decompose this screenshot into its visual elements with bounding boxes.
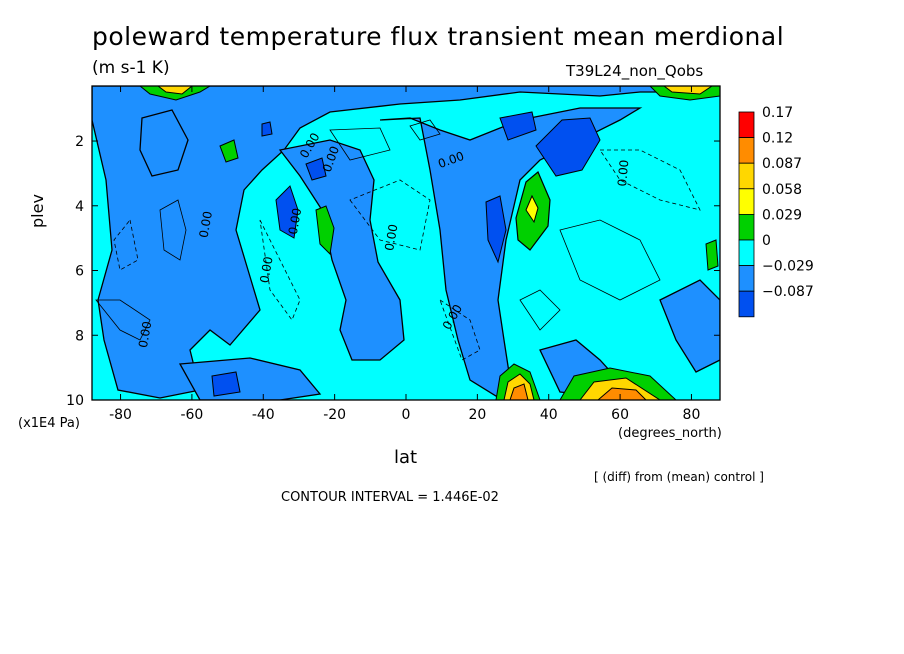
band-neg-west: [92, 86, 720, 399]
band-strong-neg-4: [485, 195, 507, 264]
band-pos-small-3: [705, 239, 719, 271]
y-axis-units: (x1E4 Pa): [18, 416, 80, 431]
band-neg-right: [659, 279, 720, 373]
x-tick-label: 60: [611, 407, 629, 423]
run-name: T39L24_non_Qobs: [566, 62, 704, 80]
y-tick-label: 4: [75, 199, 84, 215]
x-tick-label: -80: [109, 407, 132, 423]
contour-labels: 0.000.000.000.000.000.000.000.000.000.00: [136, 130, 631, 348]
contour-label: 0.00: [286, 207, 304, 236]
band-neg-left-top: [139, 109, 189, 177]
y-tick-label: 2: [75, 134, 84, 150]
x-tick-label: 80: [683, 407, 701, 423]
colorbar-label: 0.029: [762, 207, 802, 223]
x-tick-label: -60: [180, 407, 203, 423]
contour-label: 0.00: [382, 223, 400, 252]
colorbar-swatch: [738, 290, 755, 318]
y-tick-label: 8: [75, 328, 84, 344]
contour-field: [92, 86, 720, 400]
colorbar-swatch: [738, 137, 755, 164]
x-axis-units: (degrees_north): [618, 426, 722, 441]
colorbar-label: 0.087: [762, 156, 802, 172]
colorbar-swatch: [738, 213, 755, 241]
colorbar-label: 0.17: [762, 105, 793, 121]
colorbar-label: −0.029: [762, 259, 814, 275]
contour-label: 0.00: [136, 320, 154, 349]
x-axis-label: lat: [394, 447, 418, 468]
band-pos-top-2b: [663, 86, 713, 95]
contour-label: 0.00: [615, 159, 631, 187]
band-pos-core-inner: [525, 194, 539, 224]
band-pos-small-2: [315, 205, 335, 256]
diff-note: [ (diff) from (mean) control ]: [594, 470, 764, 484]
band-strong-neg-3: [275, 185, 299, 239]
contour-interval: CONTOUR INTERVAL = 1.446E-02: [281, 490, 499, 505]
band-strong-neg-1: [535, 117, 601, 177]
colorbar-swatch: [738, 265, 755, 292]
colorbar-swatch: [738, 239, 755, 267]
colorbar-label: −0.087: [762, 284, 814, 300]
x-axis-ticks: -80 -60 -40 -20 0 20 40 60 80: [109, 86, 700, 423]
contour-label: 0.00: [197, 210, 215, 239]
y-tick-label: 6: [75, 264, 84, 280]
colorbar-label: 0.12: [762, 131, 793, 147]
band-strong-neg-5: [305, 157, 327, 181]
band-strong-neg-6: [211, 371, 241, 397]
thin-contours: [95, 119, 701, 361]
band-pos-bottom-2c: [597, 387, 647, 400]
chart-units: (m s-1 K): [92, 58, 170, 78]
colorbar-label: 0: [762, 233, 771, 249]
colorbar-swatch: [738, 162, 755, 190]
colorbar-label: 0.058: [762, 182, 802, 198]
colorbar-swatch: [738, 188, 755, 215]
contour-label: 0.00: [257, 255, 275, 284]
band-pos-top-1b: [157, 86, 193, 95]
x-tick-label: 20: [468, 407, 486, 423]
band-pos-bottom-1c: [509, 383, 529, 400]
band-pos-small-1: [219, 139, 239, 163]
x-tick-label: 0: [402, 407, 411, 423]
x-tick-label: 40: [540, 407, 558, 423]
band-strong-neg-2: [499, 111, 537, 141]
band-strong-neg-7: [261, 121, 273, 137]
colorbar-swatch: [738, 111, 755, 139]
chart-title: poleward temperature flux transient mean…: [92, 22, 785, 51]
y-axis-ticks: 2 4 6 8 10: [66, 134, 720, 409]
x-tick-label: -40: [252, 407, 275, 423]
colorbar: 0.17 0.12 0.087 0.058 0.029 0 −0.029 −0.087: [738, 105, 814, 318]
x-tick-label: -20: [323, 407, 346, 423]
y-tick-label: 10: [66, 393, 84, 409]
